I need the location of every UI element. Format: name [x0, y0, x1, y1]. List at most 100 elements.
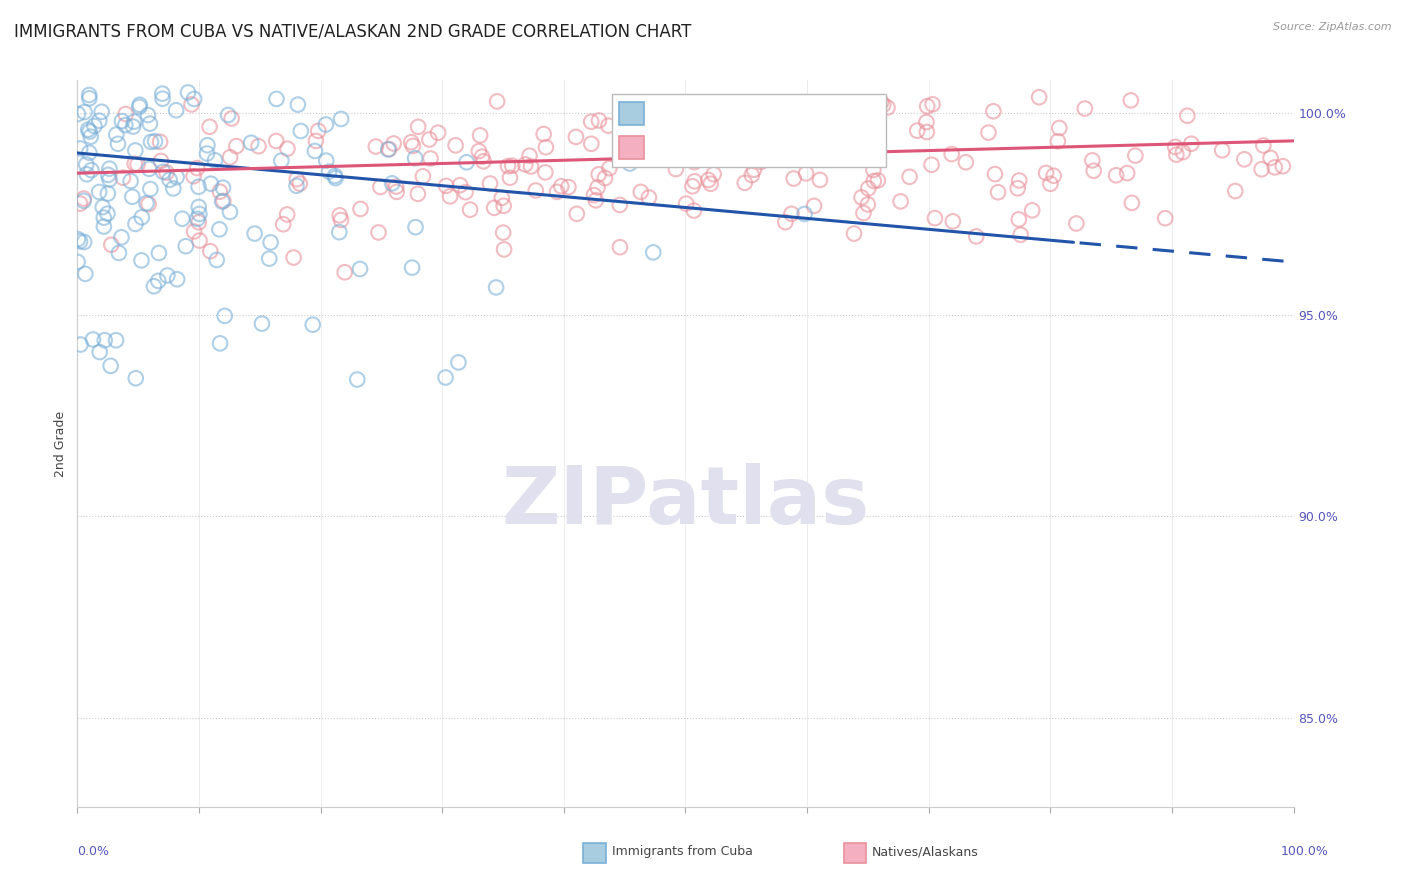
Point — [90, 104, 112, 119]
Point — [114, 107, 136, 121]
Point — [349, 262, 371, 277]
Point — [1028, 90, 1050, 104]
Point — [124, 144, 146, 158]
Point — [731, 145, 754, 159]
Point — [125, 371, 148, 385]
Point — [1253, 138, 1275, 153]
Point — [630, 185, 652, 199]
Point — [156, 268, 179, 283]
Point — [1008, 173, 1031, 187]
Point — [609, 198, 631, 212]
Point — [69, 337, 91, 351]
Point — [285, 178, 308, 193]
Point — [266, 92, 288, 106]
Point — [942, 214, 965, 228]
Point — [148, 274, 170, 288]
Point — [197, 138, 219, 153]
Point — [79, 125, 101, 139]
Point — [1233, 153, 1256, 167]
Point — [439, 189, 461, 203]
Point — [890, 194, 912, 209]
Point — [546, 185, 568, 199]
Point — [793, 207, 815, 221]
Point — [276, 207, 298, 221]
Point — [367, 226, 389, 240]
Point — [418, 132, 440, 146]
Point — [1116, 166, 1139, 180]
Point — [581, 114, 603, 128]
Point — [247, 139, 270, 153]
Point — [128, 100, 150, 114]
Point — [131, 253, 153, 268]
Point — [1250, 162, 1272, 177]
Point — [695, 136, 717, 150]
Text: 0.0%: 0.0% — [77, 846, 110, 858]
Point — [93, 211, 115, 225]
Point — [623, 106, 645, 120]
Point — [585, 194, 607, 208]
Point — [1047, 120, 1070, 135]
Text: R =: R = — [651, 106, 681, 120]
Point — [1042, 169, 1064, 183]
Point — [924, 211, 946, 226]
Point — [1039, 177, 1062, 191]
Point — [472, 154, 495, 169]
Point — [1121, 195, 1143, 210]
Point — [149, 135, 172, 149]
Point — [434, 370, 457, 384]
Point — [79, 91, 101, 105]
Point — [1171, 145, 1194, 160]
Point — [301, 318, 323, 332]
Point — [565, 129, 588, 144]
Point — [100, 237, 122, 252]
Point — [905, 123, 928, 137]
Point — [399, 135, 422, 149]
Point — [183, 92, 205, 106]
Point — [681, 179, 703, 194]
Point — [749, 155, 772, 169]
Point — [444, 138, 467, 153]
Point — [124, 157, 146, 171]
Point — [870, 95, 893, 110]
Point — [225, 139, 247, 153]
Point — [609, 240, 631, 254]
Point — [195, 146, 218, 161]
Point — [187, 215, 209, 229]
Point — [862, 163, 884, 178]
Point — [1180, 136, 1202, 151]
Point — [139, 117, 162, 131]
Point — [143, 134, 166, 148]
Point — [174, 239, 197, 253]
Point — [152, 165, 174, 179]
Point — [742, 162, 765, 177]
Point — [159, 172, 181, 186]
Point — [212, 194, 235, 208]
Point — [98, 161, 121, 176]
Point — [434, 178, 457, 193]
Point — [1021, 203, 1043, 218]
Point — [1008, 212, 1031, 227]
Point — [491, 191, 513, 205]
Point — [333, 265, 356, 279]
Point — [983, 104, 1005, 119]
Point — [665, 162, 688, 177]
Point — [73, 194, 96, 208]
Point — [404, 151, 426, 165]
Point — [581, 136, 603, 151]
Point — [641, 152, 664, 166]
Point — [941, 147, 963, 161]
Point — [1083, 163, 1105, 178]
Point — [204, 153, 226, 168]
Point — [80, 129, 103, 144]
Point — [96, 207, 118, 221]
Point — [1166, 147, 1188, 161]
Point — [211, 194, 233, 209]
Point — [977, 126, 1000, 140]
Point — [863, 174, 886, 188]
Point — [835, 128, 858, 143]
Point — [713, 134, 735, 148]
Point — [271, 217, 294, 231]
Point — [402, 139, 425, 153]
Point — [187, 200, 209, 214]
Point — [378, 142, 401, 156]
